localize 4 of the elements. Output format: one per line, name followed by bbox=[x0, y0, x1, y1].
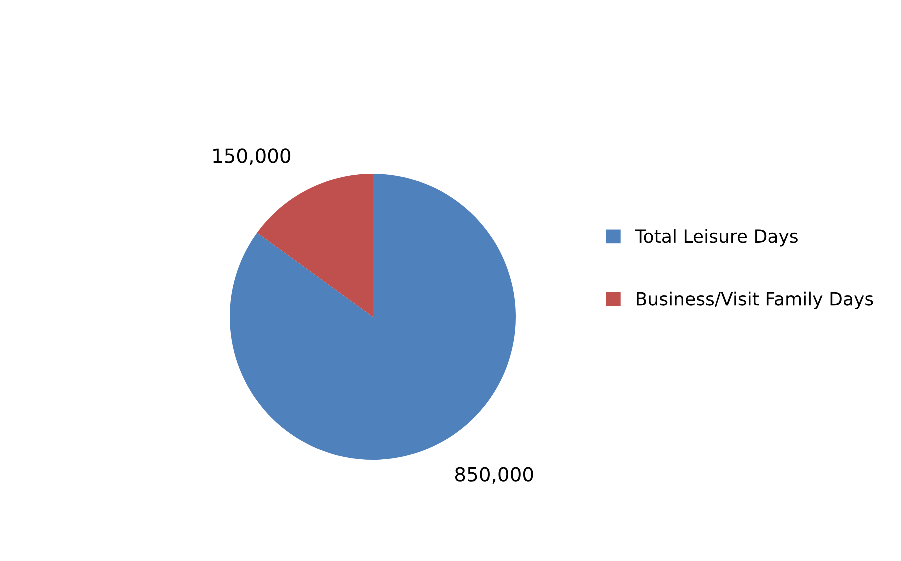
data-label: 150,000 bbox=[214, 148, 291, 166]
legend-label: Business/Visit Family Days bbox=[637, 292, 874, 310]
legend-label: Total Leisure Days bbox=[635, 229, 798, 247]
data-label: 850,000 bbox=[455, 467, 534, 484]
